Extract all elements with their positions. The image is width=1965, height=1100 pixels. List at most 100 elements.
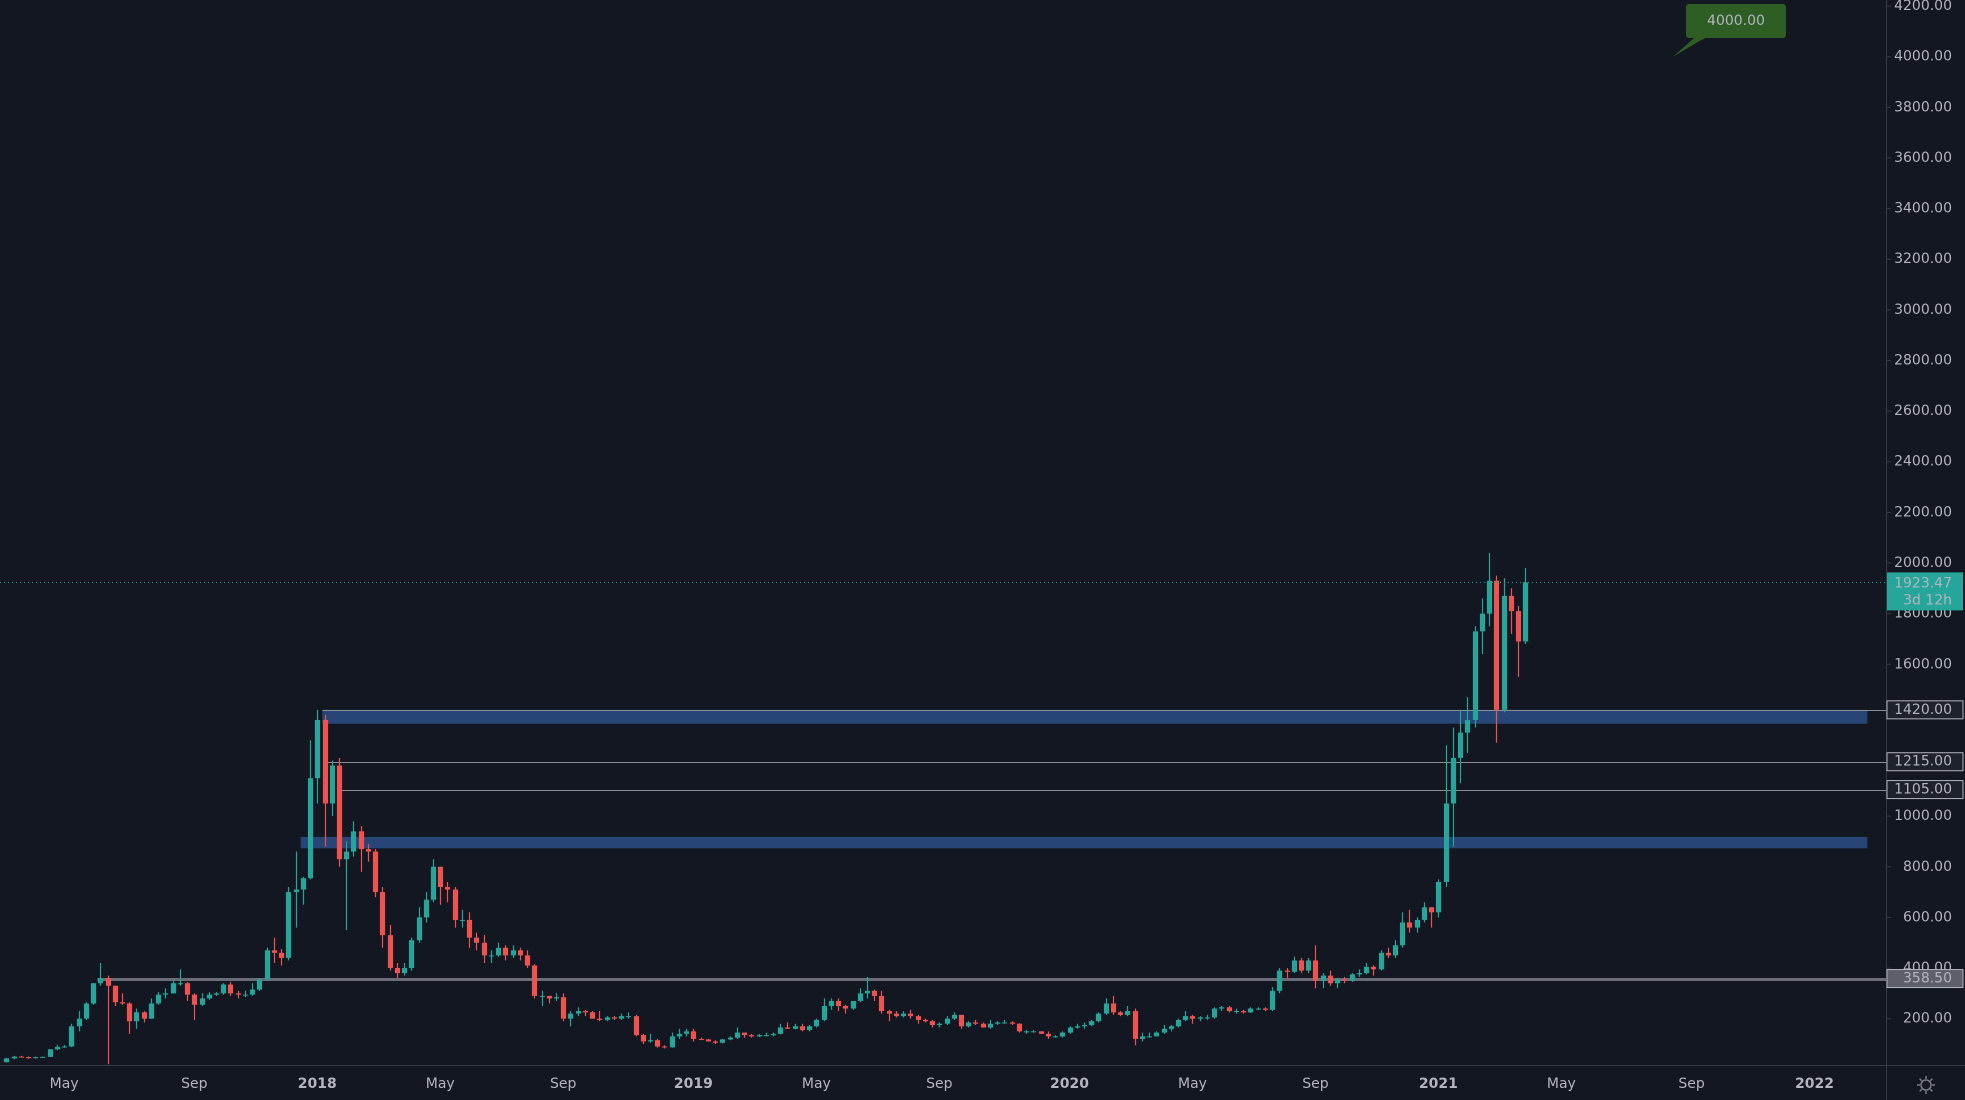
- candle-body: [401, 968, 408, 974]
- candle-body: [929, 1021, 936, 1026]
- candle-body: [437, 866, 444, 888]
- candle-body: [1175, 1019, 1182, 1027]
- x-tick-label: Sep: [1302, 1076, 1329, 1092]
- candle-body: [112, 985, 119, 1003]
- candle-body: [1045, 1033, 1052, 1037]
- y-tick-label: 800.00: [1903, 859, 1952, 875]
- candle-body: [1486, 580, 1493, 614]
- candle-body: [1059, 1032, 1066, 1037]
- candle-body: [387, 935, 394, 969]
- candle-body: [47, 1049, 54, 1057]
- candle-body: [1197, 1017, 1204, 1019]
- candle-body: [1262, 1008, 1269, 1010]
- y-tick-label: 2800.00: [1894, 352, 1952, 368]
- candle-body: [1117, 1012, 1124, 1015]
- candle-body: [495, 947, 502, 956]
- candle-body: [1443, 803, 1450, 882]
- candle-body: [25, 1057, 32, 1059]
- candle-body: [90, 983, 97, 1004]
- y-tick-label: 2600.00: [1894, 403, 1952, 419]
- candle-body: [546, 995, 553, 999]
- x-tick-label: 2018: [298, 1076, 337, 1092]
- candle-body: [1284, 970, 1291, 972]
- candle-body: [336, 765, 343, 860]
- candle-body: [582, 1011, 589, 1013]
- candle-body: [640, 1035, 647, 1042]
- candle-body: [1023, 1031, 1030, 1033]
- settings-icon[interactable]: [1917, 1076, 1935, 1094]
- candle-body: [1349, 974, 1356, 981]
- candle-body: [408, 940, 415, 969]
- candle-body: [1312, 960, 1319, 981]
- candle-body: [698, 1038, 705, 1040]
- candle-body: [220, 984, 227, 994]
- candle-body: [821, 1006, 828, 1020]
- x-tick-label: Sep: [550, 1076, 577, 1092]
- candle-body: [1493, 580, 1500, 710]
- candle-body: [1146, 1036, 1153, 1038]
- candle-body: [886, 1011, 893, 1014]
- candle-body: [162, 993, 169, 995]
- candle-body: [459, 919, 466, 921]
- candle-body: [416, 917, 423, 941]
- candle-body: [293, 889, 300, 893]
- candle-body: [777, 1027, 784, 1034]
- level-label-box: [1886, 752, 1964, 772]
- candle-body: [430, 866, 437, 900]
- candle-body: [1378, 952, 1385, 970]
- candle-body: [1341, 979, 1348, 981]
- candle-body: [618, 1016, 625, 1019]
- y-tick-label: 3800.00: [1894, 99, 1952, 115]
- candle-body: [1088, 1021, 1095, 1026]
- candle-body: [936, 1023, 943, 1026]
- candle-body: [690, 1031, 697, 1039]
- candle-body: [1479, 613, 1486, 632]
- candle-body: [539, 995, 546, 997]
- candle-body: [76, 1018, 83, 1027]
- candle-body: [119, 1002, 126, 1004]
- candle-body: [705, 1039, 712, 1042]
- y-tick-label: 600.00: [1903, 909, 1952, 925]
- candle-body: [850, 1000, 857, 1009]
- candle-body: [878, 995, 885, 1012]
- candle-body: [155, 994, 162, 1004]
- candle-body: [242, 994, 249, 996]
- candle-body: [213, 993, 220, 995]
- y-tick-label: 4000.00: [1894, 49, 1952, 65]
- y-tick-label: 2400.00: [1894, 454, 1952, 470]
- candle-body: [1334, 979, 1341, 984]
- x-tick-label: May: [426, 1076, 455, 1092]
- candle-body: [329, 765, 336, 804]
- candle-body: [517, 950, 524, 956]
- candle-body: [842, 1006, 849, 1009]
- candle-body: [1030, 1031, 1037, 1033]
- candle-body: [191, 994, 198, 1005]
- x-tick-label: Sep: [926, 1076, 953, 1092]
- candle-body: [951, 1014, 958, 1019]
- candle-body: [227, 984, 234, 994]
- y-tick-label: 1600.00: [1894, 656, 1952, 672]
- candle-body: [1009, 1022, 1016, 1024]
- candle-body: [1327, 975, 1334, 984]
- candle-body: [748, 1035, 755, 1037]
- candle-body: [1211, 1008, 1218, 1018]
- candle-body: [473, 937, 480, 943]
- level-label-box: [1886, 969, 1964, 989]
- candle-body: [1218, 1007, 1225, 1009]
- y-tick-label: 1000.00: [1894, 808, 1952, 824]
- candle-body: [264, 950, 271, 980]
- candle-body: [647, 1040, 654, 1042]
- candle-body: [502, 947, 509, 956]
- y-tick-label: 4200.00: [1894, 0, 1952, 14]
- x-tick-label: May: [1547, 1076, 1576, 1092]
- candle-body: [1016, 1023, 1023, 1032]
- candle-body: [669, 1036, 676, 1048]
- candle-body: [994, 1022, 1001, 1024]
- candle-body: [307, 778, 314, 879]
- candle-body: [1168, 1026, 1175, 1029]
- last-price-box: [1887, 572, 1963, 611]
- candle-body: [1074, 1026, 1081, 1028]
- candle-body: [1182, 1016, 1189, 1020]
- candle-body: [148, 1003, 155, 1019]
